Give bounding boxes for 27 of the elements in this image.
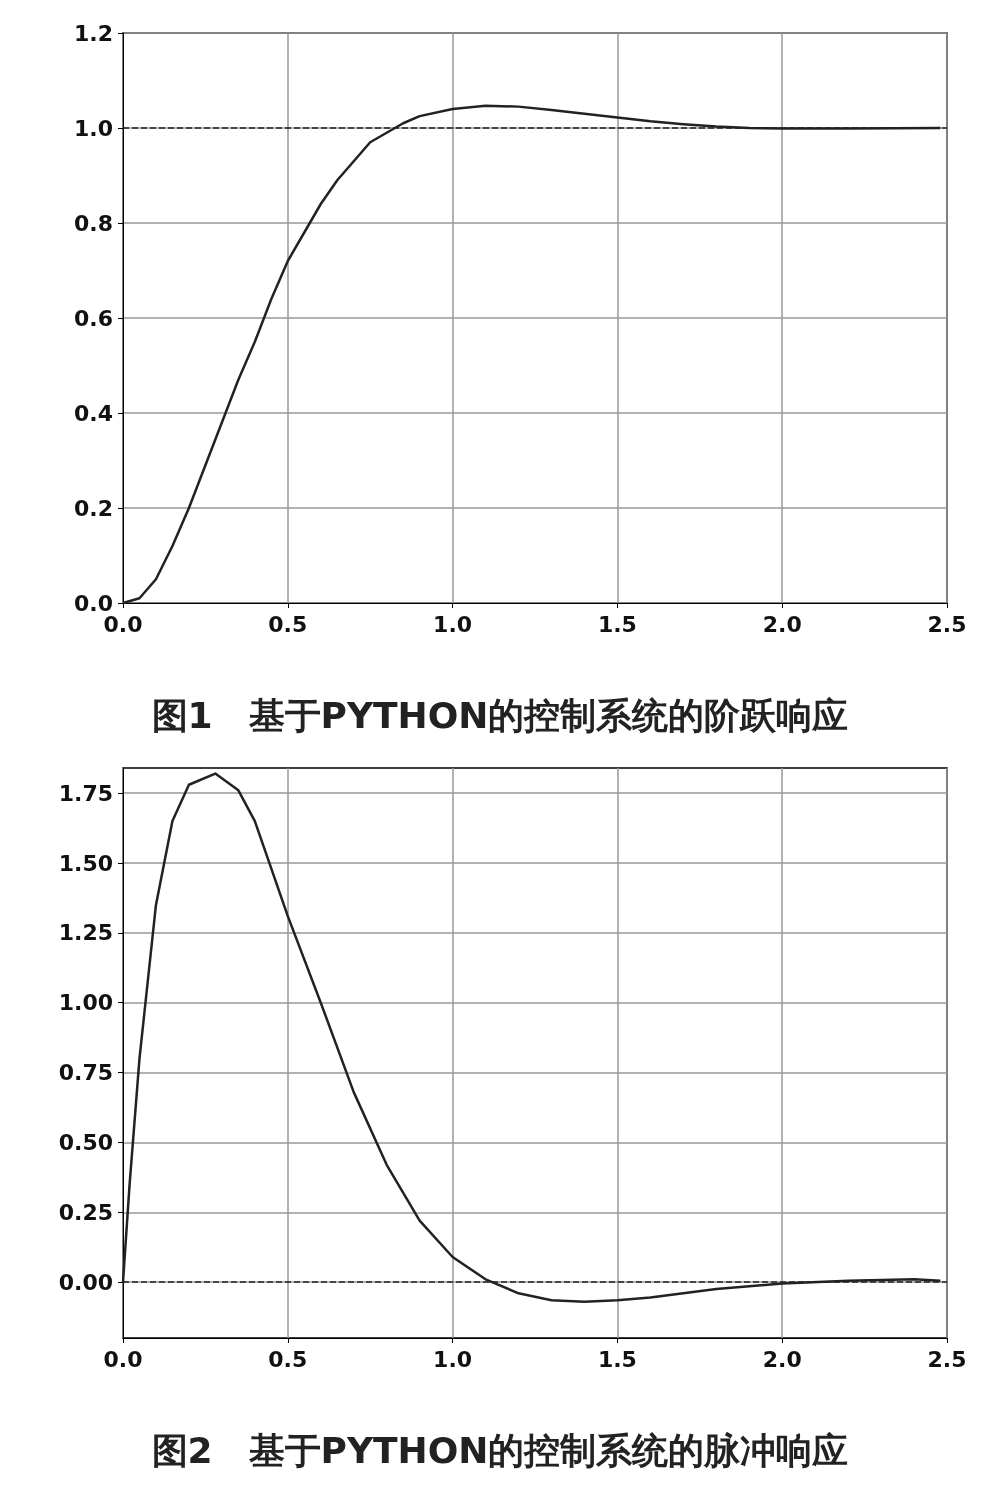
x-tick-label: 2.5: [927, 1346, 967, 1372]
x-tick-label: 0.5: [268, 1346, 308, 1372]
y-tick-label: 1.25: [58, 920, 113, 946]
y-tick-label: 0.4: [74, 400, 113, 426]
y-tick-label: 0.2: [74, 495, 113, 521]
x-tick-label: 0.0: [103, 1346, 143, 1372]
y-tick-label: 0.00: [58, 1269, 113, 1295]
x-tick-label: 2.0: [762, 1346, 802, 1372]
x-tick-label: 1.5: [597, 611, 637, 637]
y-tick-label: 1.00: [58, 990, 113, 1016]
x-tick-label: 2.0: [762, 611, 802, 637]
y-tick-label: 0.25: [58, 1199, 113, 1225]
x-tick-label: 0.5: [268, 611, 308, 637]
y-tick-label: 1.75: [58, 780, 113, 806]
y-tick-label: 0.75: [58, 1060, 113, 1086]
text: 图2 基于PYTHON的控制系统的脉冲响应: [151, 1429, 849, 1471]
y-tick-label: 1.0: [74, 115, 113, 141]
x-tick-label: 1.0: [433, 611, 473, 637]
y-tick-label: 1.2: [74, 20, 113, 46]
x-tick-label: 1.0: [433, 1346, 473, 1372]
y-tick-label: 0.8: [74, 210, 113, 236]
text: 图1 基于PYTHON的控制系统的阶跃响应: [151, 694, 849, 736]
y-tick-label: 0.50: [58, 1129, 113, 1155]
y-tick-label: 1.50: [58, 850, 113, 876]
x-tick-label: 2.5: [927, 611, 967, 637]
y-tick-label: 0.6: [74, 305, 113, 331]
x-tick-label: 1.5: [597, 1346, 637, 1372]
